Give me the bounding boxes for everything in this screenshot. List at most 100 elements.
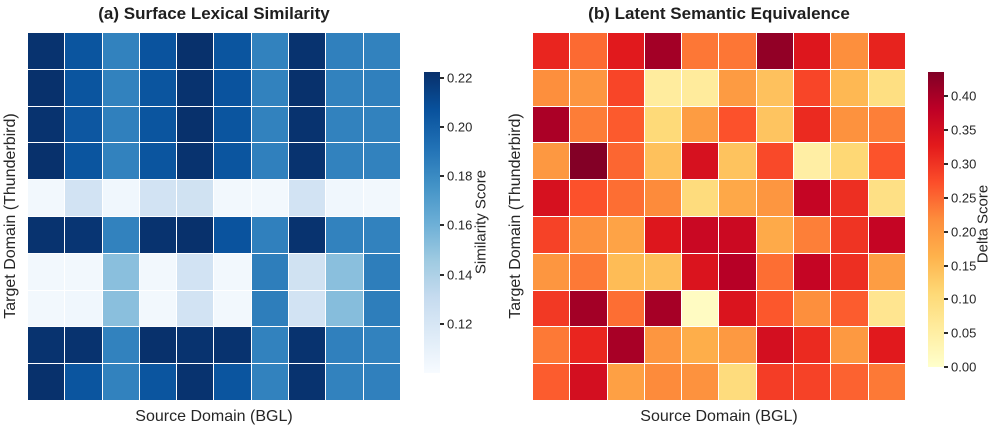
- heatmap-cell: [139, 106, 177, 143]
- heatmap-cell: [719, 327, 756, 364]
- heatmap-cell: [644, 290, 682, 327]
- heatmap-cell: [682, 106, 719, 143]
- heatmap-cell: [65, 69, 102, 106]
- heatmap-cell: [831, 327, 868, 364]
- heatmap-cell: [65, 327, 102, 364]
- heatmap-cell: [139, 69, 177, 106]
- heatmap-cell: [607, 290, 644, 327]
- heatmap-cell: [644, 143, 682, 180]
- colorbar-tick-mark: [944, 366, 948, 368]
- heatmap-cell: [607, 327, 644, 364]
- heatmap-cell: [28, 290, 65, 327]
- heatmap-cell: [607, 106, 644, 143]
- heatmap-cell: [719, 180, 756, 216]
- heatmap-cell: [644, 327, 682, 364]
- colorbar-tick-label: 0.18: [447, 168, 473, 184]
- panel-a-x-axis-label: Source Domain (BGL): [135, 408, 293, 425]
- panel-b-y-axis-label: Target Domain (Thunderbird): [507, 113, 524, 319]
- heatmap-cell: [868, 106, 905, 143]
- heatmap-cell: [28, 364, 65, 400]
- heatmap-cell: [719, 253, 756, 290]
- heatmap-cell: [28, 253, 65, 290]
- heatmap-cell: [794, 33, 831, 69]
- heatmap-cell: [533, 327, 570, 364]
- heatmap-cell: [644, 33, 682, 69]
- heatmap-cell: [251, 106, 289, 143]
- panel-a-colorbar-gradient: [424, 72, 440, 373]
- heatmap-cell: [533, 290, 570, 327]
- heatmap-cell: [289, 290, 326, 327]
- heatmap-cell: [289, 364, 326, 400]
- heatmap-cell: [65, 106, 102, 143]
- heatmap-cell: [644, 364, 682, 400]
- heatmap-cell: [251, 69, 289, 106]
- colorbar-tick-label: 0.16: [447, 217, 473, 233]
- heatmap-cell: [363, 143, 400, 180]
- heatmap-cell: [794, 143, 831, 180]
- heatmap-cell: [570, 106, 607, 143]
- heatmap-cell: [28, 106, 65, 143]
- heatmap-cell: [326, 290, 363, 327]
- heatmap-cell: [139, 290, 177, 327]
- heatmap-cell: [214, 33, 251, 69]
- heatmap-cell: [214, 180, 251, 216]
- heatmap-cell: [682, 216, 719, 253]
- heatmap-cell: [831, 143, 868, 180]
- heatmap-cell: [831, 253, 868, 290]
- heatmap-cell: [868, 143, 905, 180]
- heatmap-cell: [719, 290, 756, 327]
- heatmap-cell: [831, 290, 868, 327]
- heatmap-cell: [756, 327, 794, 364]
- heatmap-cell: [756, 69, 794, 106]
- heatmap-cell: [214, 327, 251, 364]
- heatmap-cell: [102, 253, 139, 290]
- heatmap-cell: [868, 180, 905, 216]
- heatmap-cell: [28, 69, 65, 106]
- panel-a-title: (a) Surface Lexical Similarity: [98, 4, 330, 23]
- heatmap-cell: [102, 216, 139, 253]
- heatmap-cell: [177, 69, 214, 106]
- heatmap-cell: [289, 180, 326, 216]
- heatmap-cell: [607, 69, 644, 106]
- heatmap-cell: [682, 180, 719, 216]
- heatmap-cell: [214, 216, 251, 253]
- heatmap-cell: [831, 216, 868, 253]
- heatmap-cell: [251, 290, 289, 327]
- heatmap-cell: [719, 216, 756, 253]
- heatmap-cell: [831, 69, 868, 106]
- heatmap-cell: [28, 327, 65, 364]
- panel-b-colorbar-label: Delta Score: [974, 184, 992, 264]
- heatmap-cell: [102, 290, 139, 327]
- heatmap-cell: [533, 69, 570, 106]
- heatmap-cell: [682, 69, 719, 106]
- colorbar-tick-mark: [944, 163, 948, 166]
- heatmap-cell: [756, 216, 794, 253]
- heatmap-cell: [102, 33, 139, 69]
- heatmap-cell: [251, 216, 289, 253]
- heatmap-cell: [644, 253, 682, 290]
- colorbar-tick-label: 0.14: [447, 267, 473, 283]
- colorbar-tick-mark: [440, 322, 444, 325]
- heatmap-cell: [756, 143, 794, 180]
- heatmap-cell: [682, 253, 719, 290]
- heatmap-cell: [719, 364, 756, 400]
- heatmap-cell: [363, 327, 400, 364]
- heatmap-cell: [177, 290, 214, 327]
- heatmap-cell: [363, 364, 400, 400]
- heatmap-cell: [139, 364, 177, 400]
- heatmap-cell: [102, 143, 139, 180]
- heatmap-cell: [794, 216, 831, 253]
- colorbar-tick-mark: [440, 76, 444, 79]
- heatmap-cell: [251, 143, 289, 180]
- heatmap-cell: [570, 69, 607, 106]
- colorbar-tick-mark: [440, 126, 444, 129]
- heatmap-cell: [177, 143, 214, 180]
- heatmap-cell: [139, 180, 177, 216]
- heatmap-cell: [644, 180, 682, 216]
- heatmap-cell: [794, 290, 831, 327]
- heatmap-cell: [868, 327, 905, 364]
- heatmap-cell: [177, 364, 214, 400]
- heatmap-cell: [570, 143, 607, 180]
- heatmap-cell: [533, 106, 570, 143]
